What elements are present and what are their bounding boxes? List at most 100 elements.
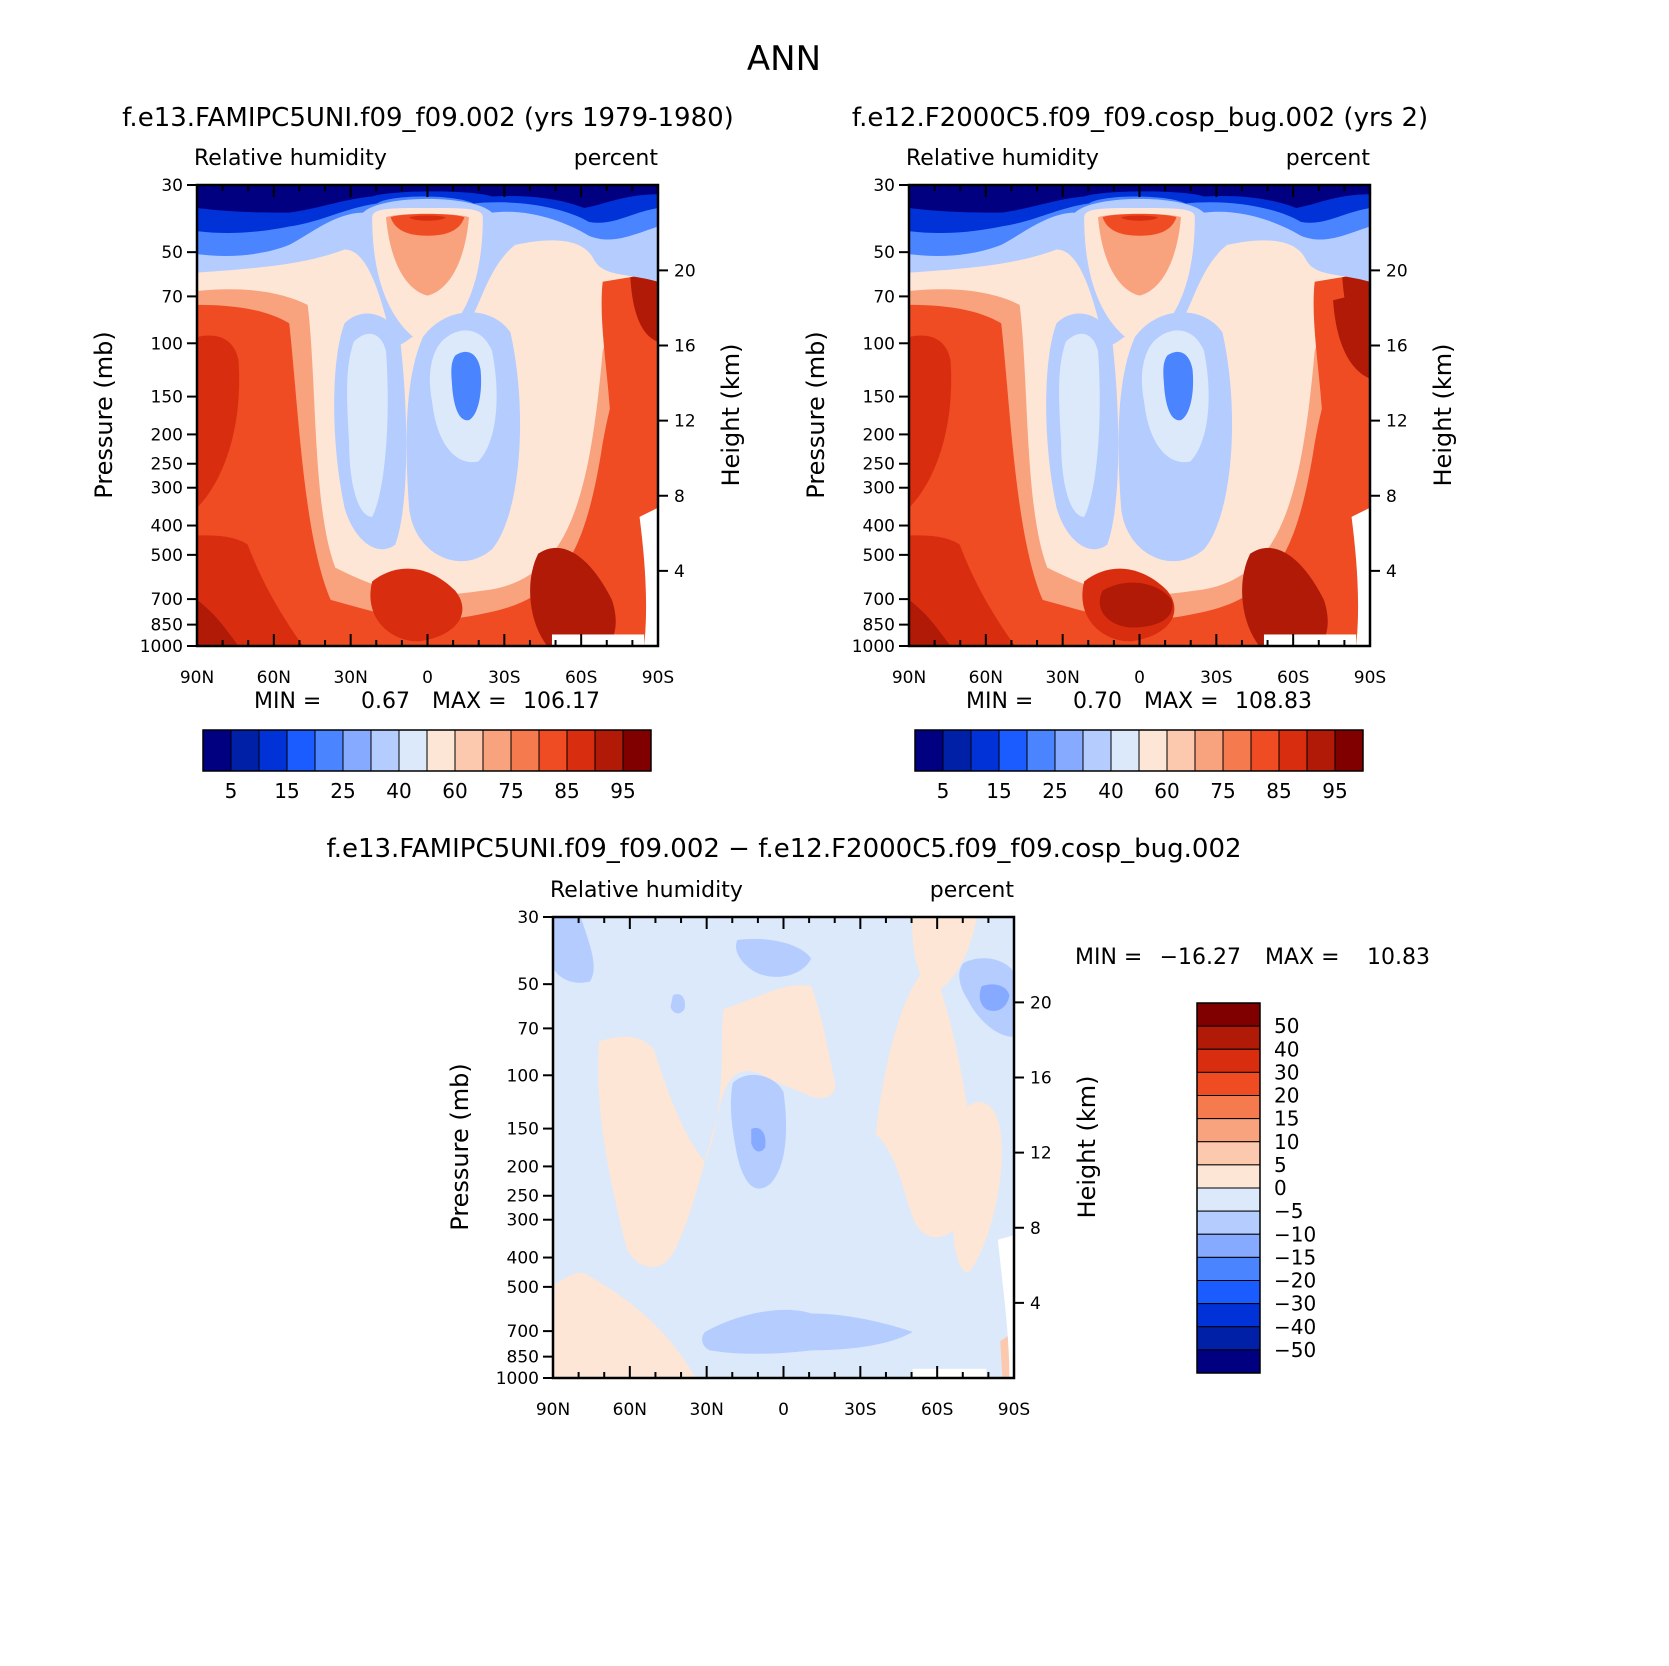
y-tick-label: 500 (507, 1278, 539, 1298)
y2-axis-title: Height (km) (717, 344, 745, 487)
colorbar-label: 75 (1210, 779, 1235, 803)
x-tick-label: 30N (1045, 668, 1079, 688)
colorbar-label: 5 (937, 779, 950, 803)
y-axis-title: Pressure (mb) (90, 331, 118, 498)
max-value: 106.17 (523, 689, 600, 714)
colorbar-swatch (1026, 729, 1056, 772)
y2-tick-label: 4 (1030, 1294, 1041, 1314)
y-tick-label: 700 (863, 590, 895, 610)
colorbar-swatch (454, 729, 484, 772)
y-tick-label: 200 (507, 1157, 539, 1177)
y-tick-label: 150 (151, 388, 183, 408)
colorbar-label: 25 (1042, 779, 1067, 803)
units-label: percent (930, 878, 1015, 903)
y-tick-label: 30 (517, 908, 539, 928)
colorbar-swatch (1196, 1349, 1261, 1374)
colorbar-label: −10 (1274, 1222, 1316, 1246)
x-tick-label: 30S (844, 1400, 876, 1420)
x-tick-label: 60S (921, 1400, 953, 1420)
x-axis: 90N 60N 30N 0 30S 60S 90S (180, 185, 674, 688)
colorbar-swatch (286, 729, 316, 772)
colorbar-frame (1196, 1002, 1261, 1374)
colorbar-label: 30 (1274, 1060, 1299, 1084)
y-tick-label: 400 (507, 1249, 539, 1269)
colorbar-label: 40 (1098, 779, 1123, 803)
colorbar-swatch (942, 729, 972, 772)
max-label: MAX = (432, 689, 507, 714)
x-tick-label: 30S (1200, 668, 1232, 688)
colorbar-label: 5 (1274, 1153, 1287, 1177)
colorbar-label: 50 (1274, 1014, 1299, 1038)
y-axis-title: Pressure (mb) (446, 1063, 474, 1230)
y-tick-label: 30 (873, 176, 895, 196)
y2-tick-label: 12 (674, 412, 696, 432)
y-tick-label: 150 (507, 1120, 539, 1140)
y-tick-label: 50 (517, 975, 539, 995)
colorbar-label: 15 (986, 779, 1011, 803)
colorbar-swatch (1196, 1048, 1261, 1073)
y-tick-label: 100 (507, 1066, 539, 1086)
x-tick-label: 90S (998, 1400, 1030, 1420)
colorbar-label: 25 (330, 779, 355, 803)
y-tick-label: 300 (863, 479, 895, 499)
colorbar-swatch (370, 729, 400, 772)
colorbar-swatch (1222, 729, 1252, 772)
colorbar-label: −50 (1274, 1338, 1316, 1362)
y-tick-label: 400 (863, 517, 895, 537)
y-tick-label: 850 (863, 616, 895, 636)
panel-test: f.e13.FAMIPC5UNI.f09_f09.002 (yrs 1979-1… (90, 103, 745, 803)
panel-title: f.e13.FAMIPC5UNI.f09_f09.002 − f.e12.F20… (326, 834, 1241, 864)
colorbar-label: −40 (1274, 1315, 1316, 1339)
x-tick-label: 90N (892, 668, 926, 688)
x-tick-label: 60S (565, 668, 597, 688)
colorbar-frame (202, 729, 652, 772)
min-value: −16.27 (1160, 945, 1241, 970)
x-tick-label: 60N (613, 1400, 647, 1420)
x-tick-label: 30S (488, 668, 520, 688)
colorbar-swatch (1196, 1233, 1261, 1258)
panel-title: f.e12.F2000C5.f09_f09.cosp_bug.002 (yrs … (852, 103, 1428, 133)
colorbar-label: 60 (442, 779, 467, 803)
colorbar-swatch (1196, 1002, 1261, 1027)
max-value: 108.83 (1235, 689, 1312, 714)
min-value: 0.70 (1073, 689, 1122, 714)
x-axis: 90N 60N 30N 0 30S 60S 90S (536, 917, 1030, 1420)
colorbar-label: 10 (1274, 1130, 1299, 1154)
y2-tick-label: 16 (1030, 1069, 1052, 1089)
colorbar-swatch (594, 729, 624, 772)
colorbar-label: 20 (1274, 1084, 1299, 1108)
x-tick-label: 90N (180, 668, 214, 688)
colorbar-swatch (1110, 729, 1140, 772)
y-tick-label: 250 (507, 1187, 539, 1207)
y2-tick-label: 4 (674, 562, 685, 582)
y2-tick-label: 8 (674, 487, 685, 507)
y2-axis: 20 16 12 8 4 (1014, 993, 1052, 1314)
y-tick-label: 300 (507, 1211, 539, 1231)
colorbar-swatch (1138, 729, 1168, 772)
y-tick-label: 100 (863, 334, 895, 354)
colorbar-swatch (970, 729, 1000, 772)
y2-tick-label: 8 (1386, 487, 1397, 507)
y2-axis: 20 16 12 8 4 (658, 261, 696, 582)
colorbar-label: 40 (1274, 1037, 1299, 1061)
y2-tick-label: 20 (1030, 993, 1052, 1013)
colorbar-frame (914, 729, 1364, 772)
colorbar-swatch (1196, 1187, 1261, 1212)
y2-axis-title: Height (km) (1073, 1076, 1101, 1219)
colorbar-swatch (1196, 1164, 1261, 1189)
panel-control: f.e12.F2000C5.f09_f09.cosp_bug.002 (yrs … (802, 103, 1457, 803)
y-tick-label: 30 (161, 176, 183, 196)
colorbar-label: 95 (1322, 779, 1347, 803)
x-tick-label: 30N (333, 668, 367, 688)
colorbar-swatch (258, 729, 288, 772)
y-tick-label: 100 (151, 334, 183, 354)
y-tick-label: 500 (151, 546, 183, 566)
variable-label: Relative humidity (906, 146, 1099, 171)
y-tick-label: 700 (151, 590, 183, 610)
y2-tick-label: 20 (674, 261, 696, 281)
x-tick-label: 60N (969, 668, 1003, 688)
colorbar-swatch (1196, 1326, 1261, 1351)
x-tick-label: 90S (1354, 668, 1386, 688)
y-tick-label: 700 (507, 1322, 539, 1342)
